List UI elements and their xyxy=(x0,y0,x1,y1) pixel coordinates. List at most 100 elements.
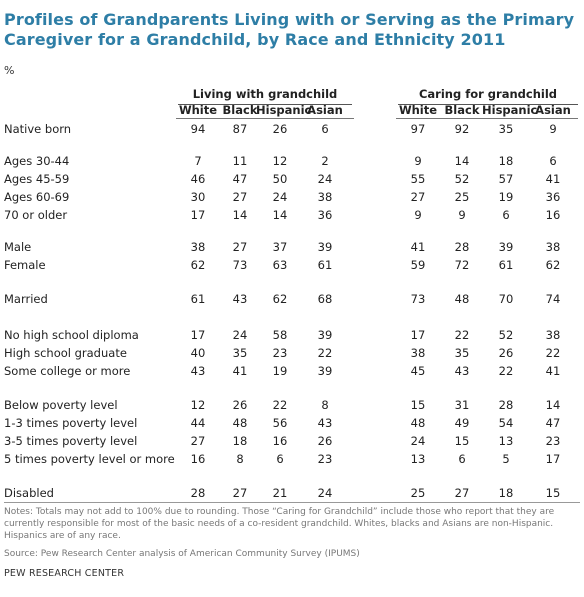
table-cell: 63 xyxy=(272,258,288,272)
table-cell: 48 xyxy=(454,292,470,306)
row-label: Ages 45-59 xyxy=(4,172,70,186)
table-cell: 8 xyxy=(321,398,329,412)
table-cell: 17 xyxy=(190,208,206,222)
table-cell: 12 xyxy=(190,398,206,412)
row-label: 3-5 times poverty level xyxy=(4,434,138,448)
table-cell: 58 xyxy=(272,328,288,342)
table-cell: 41 xyxy=(410,240,426,254)
table-cell: 18 xyxy=(232,434,248,448)
table-cell: 36 xyxy=(317,208,333,222)
table-cell: 37 xyxy=(272,240,288,254)
table-cell: 27 xyxy=(232,190,248,204)
table-cell: 38 xyxy=(545,240,561,254)
table-cell: 39 xyxy=(498,240,514,254)
table-cell: 43 xyxy=(190,364,206,378)
table-cell: 22 xyxy=(545,346,561,360)
table-cell: 61 xyxy=(317,258,333,272)
table-cell: 27 xyxy=(410,190,426,204)
table-cell: 14 xyxy=(232,208,248,222)
column-header: White xyxy=(398,103,438,117)
table-cell: 38 xyxy=(545,328,561,342)
table-cell: 27 xyxy=(454,486,470,500)
table-cell: 74 xyxy=(545,292,561,306)
table-cell: 28 xyxy=(454,240,470,254)
table-cell: 8 xyxy=(236,452,244,466)
table-cell: 45 xyxy=(410,364,426,378)
table-cell: 11 xyxy=(232,154,248,168)
notes-text: Notes: Totals may not add to 100% due to… xyxy=(4,507,555,541)
table-cell: 14 xyxy=(545,398,561,412)
unit-label: % xyxy=(4,64,15,77)
table-cell: 35 xyxy=(232,346,248,360)
table-cell: 73 xyxy=(410,292,426,306)
table-cell: 68 xyxy=(317,292,333,306)
table-cell: 94 xyxy=(190,122,206,136)
table-cell: 72 xyxy=(454,258,470,272)
table-cell: 27 xyxy=(232,486,248,500)
table-cell: 47 xyxy=(545,416,561,430)
table-cell: 59 xyxy=(410,258,426,272)
table-cell: 27 xyxy=(190,434,206,448)
table-cell: 38 xyxy=(317,190,333,204)
table-cell: 36 xyxy=(545,190,561,204)
table-cell: 16 xyxy=(190,452,206,466)
table-cell: 22 xyxy=(454,328,470,342)
table-cell: 17 xyxy=(545,452,561,466)
table-cell: 41 xyxy=(545,364,561,378)
credit-text: PEW RESEARCH CENTER xyxy=(4,568,125,579)
row-label: Disabled xyxy=(4,486,54,500)
table-cell: 26 xyxy=(498,346,514,360)
table-cell: 62 xyxy=(190,258,206,272)
table-cell: 9 xyxy=(414,208,422,222)
row-label: Native born xyxy=(4,122,72,136)
table-cell: 55 xyxy=(410,172,426,186)
table-cell: 15 xyxy=(545,486,561,500)
table-cell: 15 xyxy=(454,434,470,448)
table-cell: 52 xyxy=(454,172,470,186)
table-cell: 24 xyxy=(272,190,288,204)
table-cell: 39 xyxy=(317,328,333,342)
table-cell: 14 xyxy=(272,208,288,222)
row-label: Some college or more xyxy=(4,364,131,378)
table-cell: 15 xyxy=(410,398,426,412)
table-cell: 35 xyxy=(498,122,514,136)
table-cell: 56 xyxy=(272,416,288,430)
table-cell: 57 xyxy=(498,172,514,186)
table-cell: 17 xyxy=(410,328,426,342)
table-cell: 41 xyxy=(232,364,248,378)
table-cell: 27 xyxy=(232,240,248,254)
column-header: White xyxy=(178,103,218,117)
column-header: Hispanic xyxy=(482,103,538,117)
column-header: Asian xyxy=(535,103,571,117)
table-cell: 30 xyxy=(190,190,206,204)
table-cell: 12 xyxy=(272,154,288,168)
table-cell: 28 xyxy=(498,398,514,412)
table-cell: 22 xyxy=(498,364,514,378)
table-cell: 49 xyxy=(454,416,470,430)
table-bottom-rule xyxy=(4,502,580,503)
table-cell: 61 xyxy=(498,258,514,272)
column-header: Hispanic xyxy=(256,103,312,117)
table-cell: 18 xyxy=(498,154,514,168)
table-cell: 31 xyxy=(454,398,470,412)
table-cell: 48 xyxy=(232,416,248,430)
row-label: Ages 30-44 xyxy=(4,154,70,168)
row-label: High school graduate xyxy=(4,346,127,360)
column-header: Asian xyxy=(307,103,343,117)
table-cell: 40 xyxy=(190,346,206,360)
row-label: 70 or older xyxy=(4,208,68,222)
table-cell: 9 xyxy=(549,122,557,136)
table-cell: 6 xyxy=(549,154,557,168)
row-label: No high school diploma xyxy=(4,328,139,342)
table-cell: 16 xyxy=(272,434,288,448)
source-text: Source: Pew Research Center analysis of … xyxy=(4,549,360,559)
table-cell: 19 xyxy=(272,364,288,378)
column-header: Black xyxy=(444,103,480,117)
group-header-living: Living with grandchild xyxy=(178,87,352,105)
table-cell: 19 xyxy=(498,190,514,204)
table-cell: 9 xyxy=(458,208,466,222)
table-cell: 35 xyxy=(454,346,470,360)
table-cell: 25 xyxy=(410,486,426,500)
chart-title: Profiles of Grandparents Living with or … xyxy=(4,10,575,49)
table-cell: 6 xyxy=(458,452,466,466)
